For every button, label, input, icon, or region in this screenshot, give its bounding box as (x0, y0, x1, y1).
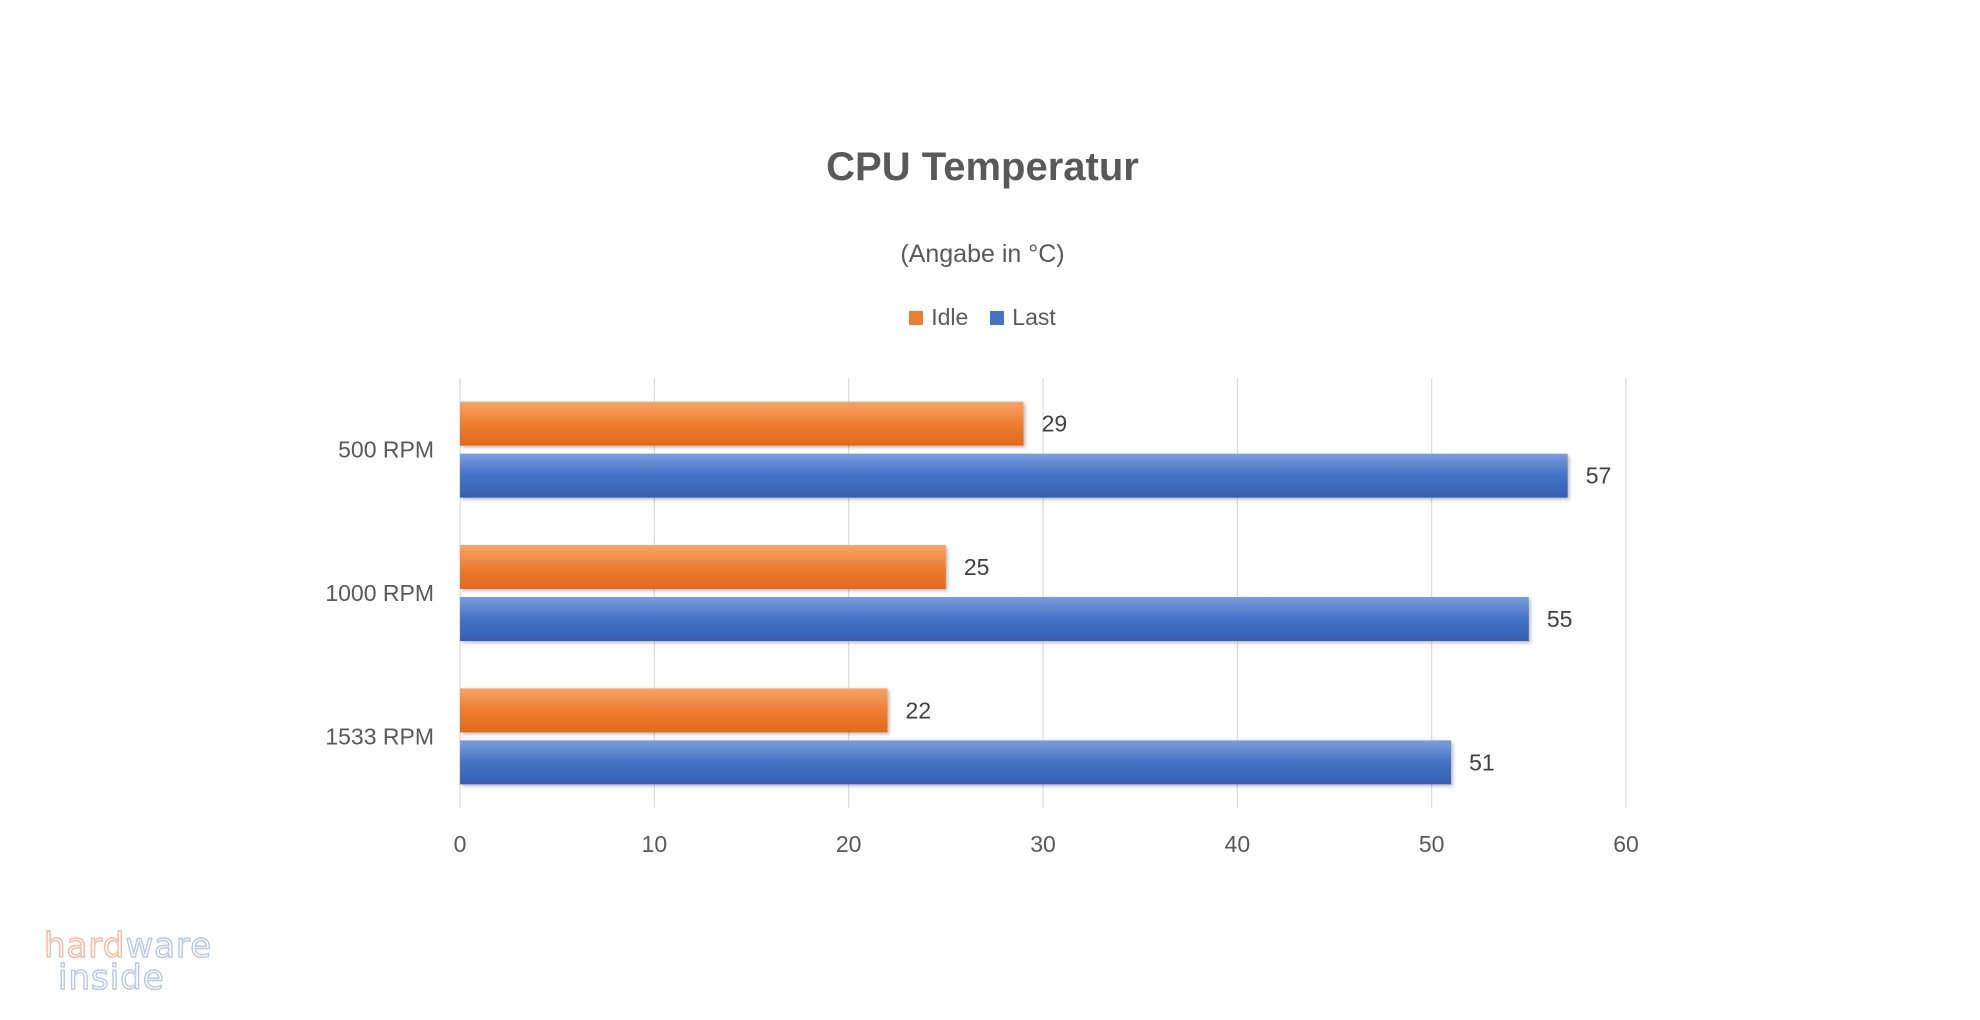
data-label: 51 (1469, 749, 1495, 775)
data-label: 29 (1042, 411, 1068, 437)
x-tick-label: 20 (836, 831, 862, 857)
x-tick-label: 0 (454, 831, 467, 857)
chart-subtitle: (Angabe in °C) (900, 240, 1065, 268)
x-tick-label: 50 (1419, 831, 1445, 857)
hardware-inside-logo: hardware inside (44, 925, 212, 995)
bar-idle-2 (460, 545, 946, 589)
bar-last-3 (460, 740, 1452, 785)
legend: Idle Last (0, 304, 1965, 331)
svg-text:hardware: hardware (44, 926, 212, 966)
x-tick-label: 40 (1225, 831, 1251, 857)
svg-text:inside: inside (58, 958, 165, 995)
category-label: 500 RPM (338, 437, 434, 463)
legend-label-idle: Idle (931, 304, 969, 330)
legend-swatch-last (990, 310, 1005, 325)
data-label: 57 (1586, 463, 1612, 489)
data-label: 25 (964, 554, 990, 580)
legend-entry-idle: Idle (909, 304, 968, 331)
chart-title: CPU Temperatur (826, 145, 1139, 189)
legend-label-last: Last (1012, 304, 1056, 330)
bar-idle-1 (460, 401, 1024, 446)
data-label: 22 (906, 697, 932, 723)
category-label: 1533 RPM (325, 723, 434, 749)
legend-entry-last: Last (990, 304, 1056, 331)
data-label: 55 (1547, 606, 1573, 632)
legend-swatch-idle (909, 310, 924, 325)
bar-last-2 (460, 597, 1529, 641)
x-tick-label: 10 (642, 831, 668, 857)
category-label: 1000 RPM (325, 580, 434, 606)
x-tick-label: 60 (1613, 831, 1639, 857)
x-tick-label: 30 (1030, 831, 1056, 857)
bar-last-1 (460, 453, 1568, 498)
bar-idle-3 (460, 688, 888, 733)
